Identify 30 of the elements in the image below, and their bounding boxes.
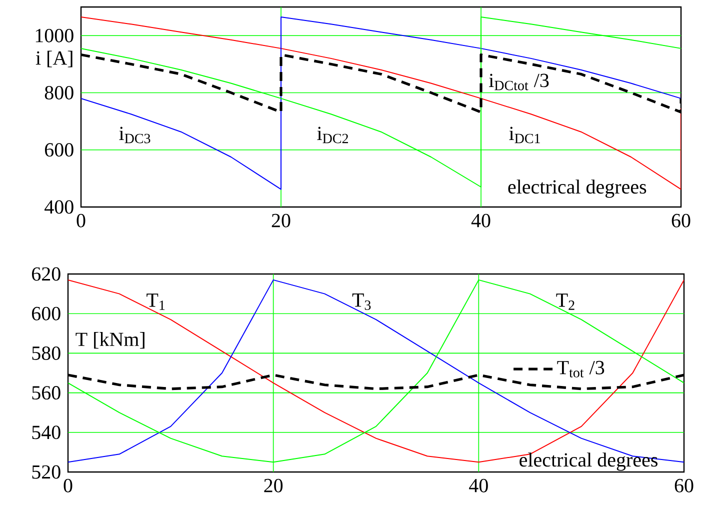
annotation: i$_{DC1}$ <box>509 126 540 144</box>
annotation: i$_{DC2}$ <box>317 126 348 144</box>
annotation: i$_{DCtot}$ /3 <box>489 74 549 90</box>
x-tick-label: 60 <box>672 214 690 228</box>
x-tick-label: 40 <box>469 478 488 492</box>
x-tick-label: 0 <box>64 478 72 492</box>
y-tick-label: 400 <box>44 200 74 214</box>
x-axis-title: electrical degrees <box>508 180 646 198</box>
y-tick-label: 620 <box>32 267 60 281</box>
x-tick-label: 20 <box>264 478 283 492</box>
legend-label: T$_{tot}$ /3 <box>557 360 604 378</box>
x-tick-label: 60 <box>674 478 694 492</box>
y-tick-label: 800 <box>44 86 74 100</box>
y-tick-label: 520 <box>32 465 60 479</box>
annotation: T$_{2}$ <box>556 294 574 310</box>
x-tick-label: 20 <box>272 214 290 228</box>
x-tick-label: 0 <box>76 214 86 228</box>
x-tick-label: 40 <box>471 214 490 228</box>
y-axis-title: T [kNm] <box>76 332 144 349</box>
y-tick-label: 580 <box>32 346 60 360</box>
y-tick-label: 540 <box>32 426 60 440</box>
annotation: i$_{DC3}$ <box>119 126 150 144</box>
annotation: T$_{3}$ <box>352 294 371 310</box>
y-tick-label: 1000 <box>36 28 74 42</box>
y-tick-label: 600 <box>32 306 60 320</box>
x-axis-title: electrical degrees <box>520 452 658 471</box>
y-tick-label: 560 <box>32 386 60 400</box>
y-tick-label: 600 <box>45 143 74 157</box>
y-axis-title: i [A] <box>36 50 72 68</box>
annotation: T$_{1}$ <box>146 294 165 310</box>
